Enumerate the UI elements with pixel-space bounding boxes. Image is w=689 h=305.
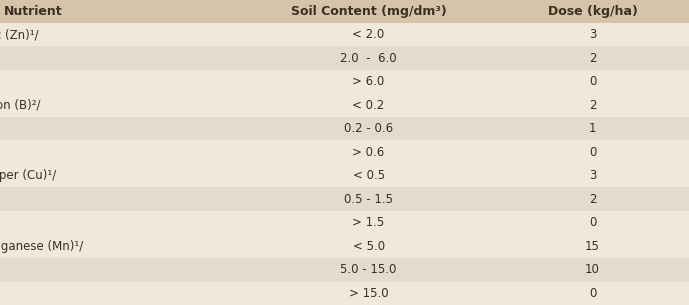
Bar <box>0 211 689 235</box>
Text: Copper (Cu)¹/: Copper (Cu)¹/ <box>0 169 56 182</box>
Bar <box>0 94 689 117</box>
Text: 0.2 - 0.6: 0.2 - 0.6 <box>344 122 393 135</box>
Text: 2: 2 <box>589 99 596 112</box>
Text: 3: 3 <box>589 28 596 41</box>
Text: > 1.5: > 1.5 <box>353 216 384 229</box>
Text: 0: 0 <box>589 75 596 88</box>
Bar <box>0 141 689 164</box>
Text: 2: 2 <box>589 193 596 206</box>
Text: 0: 0 <box>589 146 596 159</box>
Bar <box>0 164 689 188</box>
Text: 2.0  -  6.0: 2.0 - 6.0 <box>340 52 397 65</box>
Bar <box>0 282 689 305</box>
Text: 5.0 - 15.0: 5.0 - 15.0 <box>340 263 397 276</box>
Text: 10: 10 <box>585 263 600 276</box>
Text: 0: 0 <box>589 216 596 229</box>
Text: Soil Content (mg/dm³): Soil Content (mg/dm³) <box>291 5 446 18</box>
Text: < 2.0: < 2.0 <box>353 28 384 41</box>
Text: > 0.6: > 0.6 <box>353 146 384 159</box>
Bar <box>0 188 689 211</box>
Bar <box>0 258 689 282</box>
Text: < 0.5: < 0.5 <box>353 169 384 182</box>
Text: Zinc (Zn)¹/: Zinc (Zn)¹/ <box>0 28 39 41</box>
Text: 0: 0 <box>589 287 596 300</box>
Text: 3: 3 <box>589 169 596 182</box>
Text: Manganese (Mn)¹/: Manganese (Mn)¹/ <box>0 240 83 253</box>
Text: 1: 1 <box>589 122 596 135</box>
Bar <box>0 117 689 141</box>
Text: 2: 2 <box>589 52 596 65</box>
Text: < 5.0: < 5.0 <box>353 240 384 253</box>
Bar <box>0 23 689 46</box>
Bar <box>0 46 689 70</box>
Text: Boron (B)²/: Boron (B)²/ <box>0 99 41 112</box>
Text: > 6.0: > 6.0 <box>353 75 384 88</box>
Bar <box>0 235 689 258</box>
Text: > 15.0: > 15.0 <box>349 287 389 300</box>
Text: 0.5 - 1.5: 0.5 - 1.5 <box>344 193 393 206</box>
Bar <box>0 0 689 23</box>
Text: < 0.2: < 0.2 <box>353 99 384 112</box>
Bar <box>0 70 689 94</box>
Text: Nutrient: Nutrient <box>3 5 62 18</box>
Text: Dose (kg/ha): Dose (kg/ha) <box>548 5 637 18</box>
Text: 15: 15 <box>585 240 600 253</box>
